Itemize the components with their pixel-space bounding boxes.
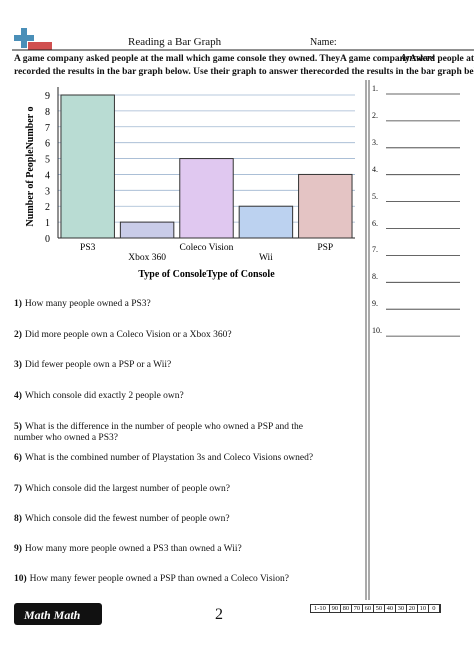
bar-chart: 0 1 2 3 4 5 6 7 8 9 PS3 Xbox 360 Coleco Vision Wii PSP…: [25, 87, 355, 280]
answer-number: 4.: [372, 164, 378, 174]
answer-number: 10.: [372, 326, 382, 336]
question: 5) What is the difference in the number o…: [14, 422, 314, 444]
x-tick-label: PSP: [317, 243, 333, 253]
y-tick-label: 6: [45, 139, 50, 150]
instructions: A game company asked people at the mall …: [14, 54, 474, 64]
question-number: 8): [14, 514, 22, 524]
x-axis-title: Type of ConsoleType of Console: [138, 269, 275, 280]
score-cell: 30: [396, 605, 407, 612]
bar: [119, 221, 175, 239]
score-cell: 10: [418, 605, 429, 612]
question: 2) Did more people own a Coleco Vision or…: [14, 330, 314, 341]
score-table: 1-10 90 80 70 60 50 40 30 20 10 0: [310, 604, 441, 613]
question-text: How many fewer people owned a PSP than o…: [29, 574, 289, 584]
question-text: How many people owned a PS3?: [24, 299, 151, 309]
y-tick-label: 4: [45, 170, 50, 181]
score-cell: 70: [352, 605, 363, 612]
question-text: Which console did the fewest number of p…: [24, 514, 230, 524]
name-label: Name:: [310, 37, 337, 48]
question-text: How many more people owned a PS3 than ow…: [24, 544, 242, 554]
footer-logo-box: [14, 603, 102, 625]
question-number: 3): [14, 360, 22, 370]
y-tick-label: 9: [45, 91, 50, 102]
question-text: What is the combined number of Playstati…: [24, 453, 314, 463]
y-tick-label: 1: [45, 218, 50, 229]
y-axis-title: Number of PeopleNumber o: [25, 107, 36, 227]
score-cell: 20: [407, 605, 418, 612]
question: 1) How many people owned a PS3?: [14, 299, 314, 310]
question-number: 5): [14, 422, 22, 432]
question: 10) How many fewer people owned a PSP tha…: [14, 574, 314, 585]
x-tick-label: Xbox 360: [128, 253, 166, 263]
answer-number: 3.: [372, 137, 378, 147]
bar: [298, 173, 353, 239]
x-tick-label: Coleco Vision: [180, 243, 234, 253]
question-text: What is the difference in the number of …: [14, 422, 303, 443]
question-number: 9): [14, 544, 22, 554]
question-text: Did more people own a Coleco Vision or a…: [24, 330, 232, 340]
score-cell: 90: [330, 605, 341, 612]
x-tick-label: Wii: [259, 253, 273, 263]
question: 8) Which console did the fewest number of…: [14, 514, 314, 525]
answers-title: Answers: [400, 53, 436, 64]
question: 3) Did fewer people own a PSP or a Wii?: [14, 360, 314, 371]
question-number: 10): [14, 574, 27, 584]
question-number: 7): [14, 484, 22, 494]
score-cell: 40: [385, 605, 396, 612]
question-text: Which console did the largest number of …: [24, 484, 230, 494]
score-cell: 60: [363, 605, 374, 612]
instructions: recorded the results in the bar graph be…: [14, 67, 474, 77]
title: Reading a Bar Graph: [128, 36, 222, 48]
bar: [179, 158, 234, 239]
x-tick-label: PS3: [80, 243, 96, 253]
logo-bar: [28, 42, 52, 50]
logo-plus: [14, 35, 34, 41]
answer-number: 6.: [372, 218, 378, 228]
bar: [60, 94, 115, 239]
score-cell: 80: [341, 605, 352, 612]
y-tick-label: 8: [45, 107, 50, 118]
score-label: 1-10: [311, 605, 330, 612]
answer-number: 8.: [372, 272, 378, 282]
footer-logo: Math Math: [24, 608, 81, 622]
answer-number: 2.: [372, 110, 378, 120]
page-number: 2: [215, 606, 223, 623]
answer-number: 5.: [372, 191, 378, 201]
answer-number: 1.: [372, 84, 378, 93]
y-tick-label: 5: [45, 155, 50, 166]
question: 6) What is the combined number of Playsta…: [14, 453, 314, 464]
answer-number: 9.: [372, 299, 378, 309]
bar: [238, 205, 294, 239]
question-number: 4): [14, 391, 22, 401]
score-cell: 50: [374, 605, 385, 612]
score-cell: 0: [429, 605, 440, 612]
question-number: 2): [14, 330, 22, 340]
question-text: Did fewer people own a PSP or a Wii?: [24, 360, 172, 370]
y-tick-label: 0: [45, 234, 50, 245]
y-tick-label: 7: [45, 123, 50, 134]
question-text: Which console did exactly 2 people own?: [24, 391, 184, 401]
question-number: 1): [14, 299, 22, 309]
question: 7) Which console did the largest number o…: [14, 484, 314, 495]
question: 4) Which console did exactly 2 people own…: [14, 391, 314, 402]
question-number: 6): [14, 453, 22, 463]
y-tick-label: 2: [45, 202, 50, 213]
question: 9) How many more people owned a PS3 than …: [14, 544, 314, 555]
y-tick-label: 3: [45, 186, 50, 197]
answer-number: 7.: [372, 245, 378, 255]
